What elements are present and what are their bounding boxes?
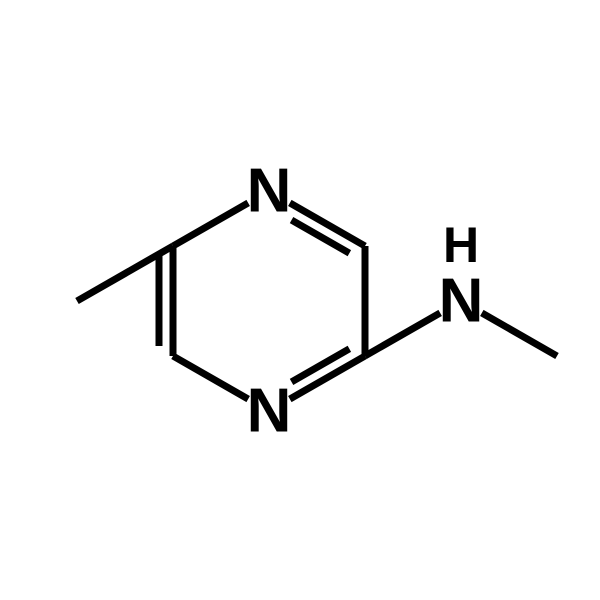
bond-line [292,349,350,382]
bond-line [173,356,248,399]
atom-label: N [247,157,292,226]
atom-label: N [439,267,484,336]
bond-line [365,313,440,356]
bond-line [292,220,350,253]
molecule-diagram: NNNH [0,0,600,600]
bond-line [482,313,557,356]
bond-line [173,203,248,246]
atom-label: N [247,377,292,446]
atom-h-label: H [443,217,479,273]
